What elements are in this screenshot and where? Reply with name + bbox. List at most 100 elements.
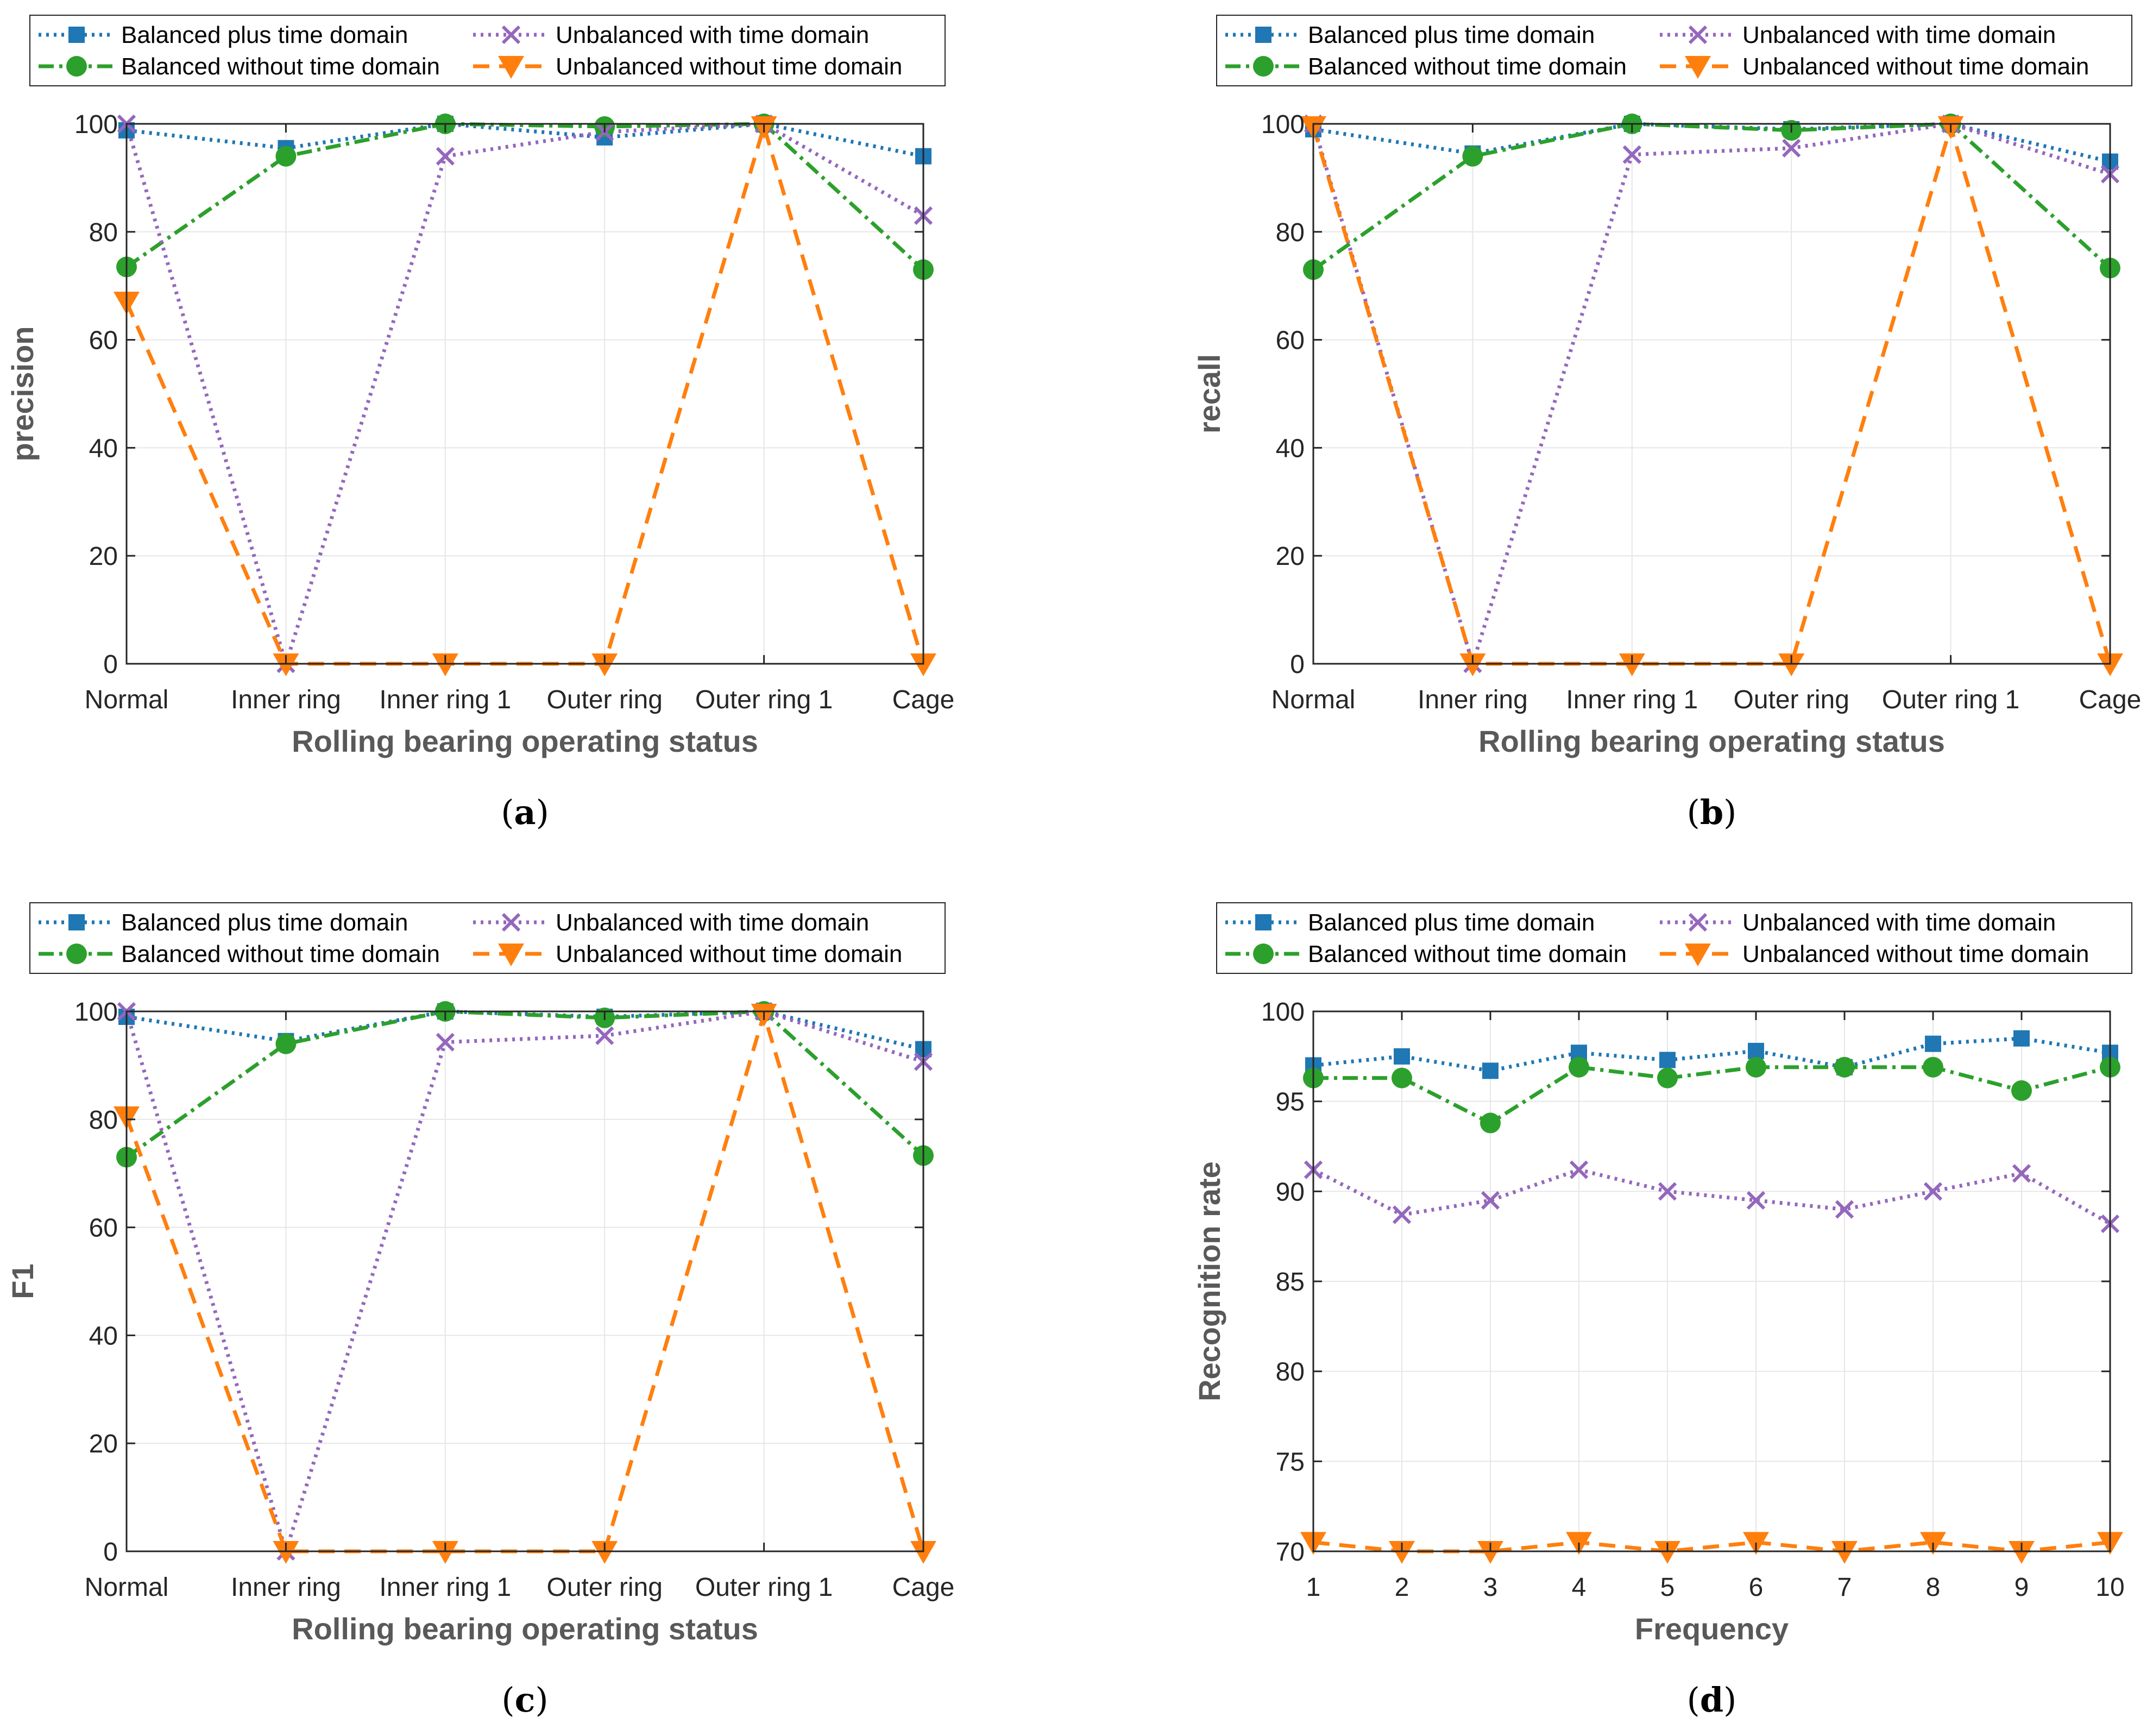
data-point bbox=[1389, 1541, 1415, 1564]
data-point bbox=[1748, 1042, 1764, 1059]
data-point bbox=[1482, 1062, 1499, 1079]
x-tick-label: 2 bbox=[1395, 1573, 1409, 1602]
legend-entry: Balanced plus time domain bbox=[1308, 22, 1595, 48]
y-tick-label: 90 bbox=[1276, 1178, 1305, 1206]
y-tick-label: 0 bbox=[1290, 650, 1305, 679]
legend-entry: Unbalanced with time domain bbox=[556, 909, 869, 936]
x-tick-label: 8 bbox=[1926, 1573, 1941, 1602]
y-tick-label: 40 bbox=[1276, 434, 1305, 463]
series-line-4 bbox=[124, 1007, 926, 1553]
data-point bbox=[273, 653, 299, 676]
data-point bbox=[1835, 1200, 1854, 1219]
legend-entry: Balanced without time domain bbox=[121, 941, 440, 967]
legend-marker bbox=[1253, 56, 1274, 77]
axes-box bbox=[1312, 123, 2111, 665]
y-tick-label: 100 bbox=[74, 998, 118, 1027]
data-point bbox=[1831, 1541, 1858, 1564]
legend-box bbox=[1216, 902, 2132, 974]
y-tick-label: 20 bbox=[89, 1430, 118, 1458]
panel-label: (a) bbox=[501, 792, 549, 832]
legend-marker bbox=[498, 944, 524, 966]
chart-panel-d: 70 75 80 85 90 95 100 1 2 3 4 5 6 7 8 9 10 Frequency Recog… bbox=[1192, 902, 2132, 1720]
x-tick-label: Normal bbox=[85, 685, 169, 714]
x-tick-label: Outer ring 1 bbox=[1882, 685, 2019, 714]
y-axis-title: Recognition rate bbox=[1192, 1161, 1226, 1401]
legend-marker bbox=[68, 27, 85, 43]
data-point bbox=[432, 1541, 458, 1564]
series-line-1 bbox=[1313, 122, 2111, 163]
data-point bbox=[1658, 1182, 1677, 1201]
x-tick-label: Outer ring bbox=[1733, 685, 1849, 714]
data-point bbox=[1782, 139, 1801, 158]
y-tick-label: 20 bbox=[1276, 542, 1305, 571]
legend-entry: Balanced without time domain bbox=[1308, 53, 1627, 80]
legend-entry: Balanced without time domain bbox=[1308, 941, 1627, 967]
legend-box bbox=[29, 902, 946, 974]
x-tick-label: Normal bbox=[1271, 685, 1356, 714]
y-axis-title: precision bbox=[5, 326, 40, 462]
x-tick-label: Inner ring 1 bbox=[379, 685, 511, 714]
y-tick-label: 70 bbox=[1276, 1538, 1305, 1567]
legend-entry: Unbalanced with time domain bbox=[1742, 909, 2056, 936]
x-axis-title: Rolling bearing operating status bbox=[1478, 724, 1945, 758]
y-tick-label: 40 bbox=[89, 1322, 118, 1350]
x-tick-label: Outer ring bbox=[546, 685, 662, 714]
x-tick-label: Inner ring 1 bbox=[1566, 685, 1698, 714]
y-axis-title: F1 bbox=[5, 1263, 40, 1299]
y-tick-label: 100 bbox=[1261, 110, 1305, 139]
data-point bbox=[910, 653, 936, 676]
data-point bbox=[910, 1541, 936, 1564]
x-tick-label: 4 bbox=[1572, 1573, 1587, 1602]
legend-entry: Unbalanced without time domain bbox=[556, 53, 902, 80]
legend-entry: Unbalanced with time domain bbox=[556, 22, 869, 48]
x-tick-label: Normal bbox=[85, 1573, 169, 1602]
legend-box bbox=[29, 15, 946, 86]
x-tick-label: 3 bbox=[1483, 1573, 1498, 1602]
data-point bbox=[1657, 1067, 1678, 1089]
x-tick-label: Cage bbox=[892, 1573, 955, 1602]
x-tick-label: Outer ring 1 bbox=[695, 685, 833, 714]
series-line-4 bbox=[1311, 119, 2112, 666]
panel-label: (d) bbox=[1687, 1680, 1737, 1720]
x-tick-label: 9 bbox=[2014, 1573, 2029, 1602]
chart-panel-c: 0 20 40 60 80 100 Normal Inner ring Inner ring 1… bbox=[5, 902, 955, 1720]
y-tick-label: 0 bbox=[103, 1538, 118, 1567]
y-tick-label: 60 bbox=[1276, 326, 1305, 355]
y-tick-label: 100 bbox=[1261, 998, 1305, 1027]
legend-entry: Unbalanced with time domain bbox=[1742, 22, 2056, 48]
data-point bbox=[1834, 1056, 1855, 1078]
y-tick-label: 0 bbox=[103, 650, 118, 679]
data-point bbox=[1746, 1191, 1766, 1210]
y-axis-title: recall bbox=[1192, 354, 1226, 433]
legend-entry: Balanced without time domain bbox=[121, 53, 440, 80]
legend-entry: Unbalanced without time domain bbox=[556, 941, 902, 967]
data-point bbox=[1569, 1056, 1589, 1078]
data-point bbox=[436, 147, 455, 166]
legend-box bbox=[1216, 15, 2132, 86]
legend: Balanced plus time domain Balanced withou… bbox=[29, 15, 946, 86]
data-point bbox=[2097, 653, 2123, 676]
data-point bbox=[1459, 653, 1486, 676]
legend-marker bbox=[1255, 914, 1271, 930]
chart-panel-a: 0 20 40 60 80 100 Normal Inner ring Inner ring 1… bbox=[5, 15, 954, 832]
panel-label: (c) bbox=[501, 1680, 548, 1720]
data-point bbox=[1462, 146, 1483, 167]
data-point bbox=[591, 653, 618, 676]
data-point bbox=[432, 653, 458, 676]
series-line-1 bbox=[1313, 1036, 2111, 1073]
y-tick-label: 20 bbox=[89, 542, 118, 571]
data-point bbox=[595, 1026, 614, 1045]
data-point bbox=[2012, 1164, 2031, 1183]
data-point bbox=[275, 146, 297, 167]
data-point bbox=[1654, 1541, 1680, 1564]
x-axis-title: Rolling bearing operating status bbox=[292, 724, 758, 758]
data-point bbox=[1659, 1052, 1676, 1068]
series-line-3 bbox=[124, 1009, 924, 1558]
data-point bbox=[1394, 1048, 1410, 1065]
x-tick-label: Inner ring bbox=[231, 685, 341, 714]
legend-entry: Unbalanced without time domain bbox=[1742, 941, 2089, 967]
legend-marker bbox=[498, 56, 524, 79]
x-tick-label: 5 bbox=[1660, 1573, 1675, 1602]
x-tick-label: Cage bbox=[2079, 685, 2142, 714]
